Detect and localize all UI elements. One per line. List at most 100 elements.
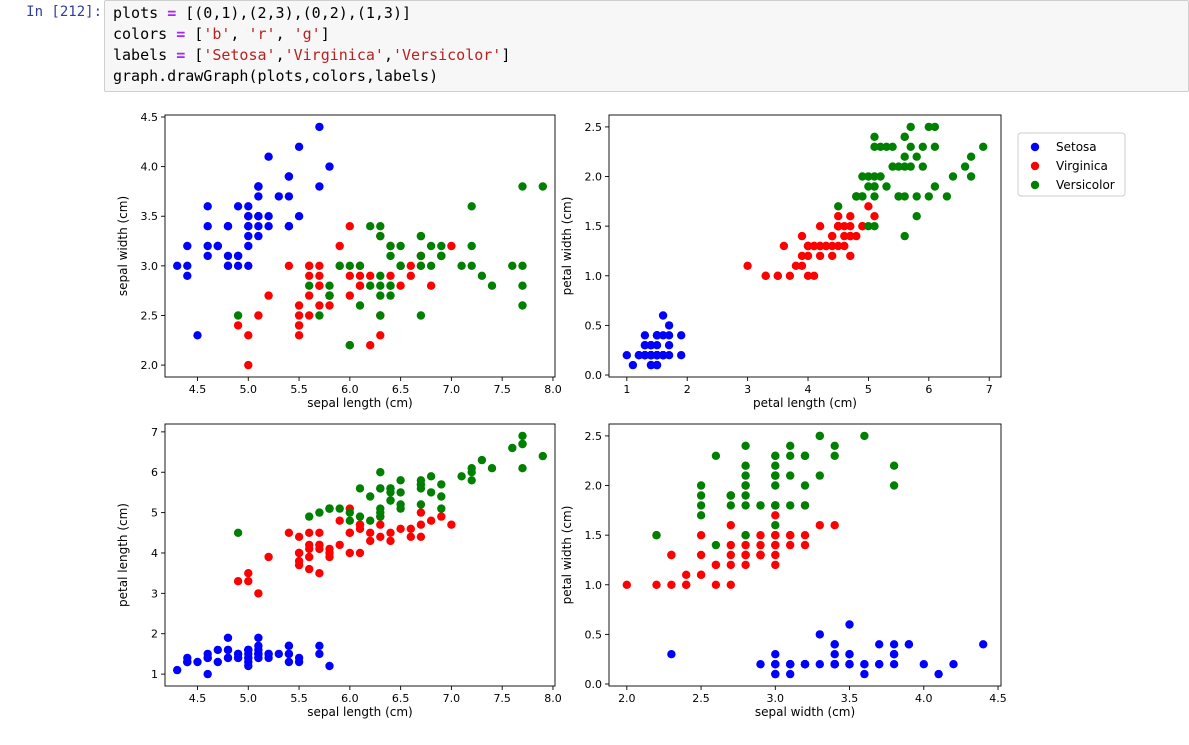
y-tick-label: 1: [151, 668, 158, 681]
point-virginica: [335, 241, 344, 251]
point-versicolor: [756, 501, 765, 510]
point-setosa: [658, 311, 668, 320]
x-tick-label: 4.5: [989, 692, 1007, 705]
point-versicolor: [771, 451, 780, 460]
point-virginica: [840, 231, 849, 241]
point-versicolor: [477, 271, 487, 280]
point-setosa: [949, 660, 958, 669]
point-versicolor: [979, 142, 988, 151]
point-setosa: [254, 645, 263, 655]
point-virginica: [761, 271, 770, 280]
point-versicolor: [894, 192, 903, 201]
point-setosa: [875, 640, 884, 649]
point-versicolor: [876, 172, 885, 181]
point-virginica: [366, 528, 375, 537]
point-virginica: [870, 212, 879, 221]
point-virginica: [366, 341, 375, 350]
point-virginica: [852, 231, 861, 241]
x-tick-label: 1: [623, 383, 630, 396]
y-tick-label: 5: [151, 507, 158, 520]
point-virginica: [345, 548, 354, 558]
point-virginica: [652, 580, 661, 589]
point-versicolor: [696, 481, 706, 490]
point-versicolor: [518, 301, 527, 310]
point-virginica: [726, 560, 735, 570]
code-cell-input[interactable]: plots = [(0,1),(2,3),(0,2),(1,3)] colors…: [104, 0, 1189, 92]
point-versicolor: [894, 162, 903, 171]
point-setosa: [658, 351, 668, 360]
point-versicolor: [860, 431, 869, 441]
y-tick-label: 2: [151, 628, 158, 641]
point-virginica: [315, 544, 324, 554]
point-setosa: [284, 192, 294, 201]
x-tick-label: 4: [805, 383, 812, 396]
point-versicolor: [912, 192, 921, 201]
point-versicolor: [830, 441, 839, 450]
point-virginica: [711, 560, 721, 570]
point-setosa: [284, 649, 294, 659]
point-setosa: [622, 351, 631, 360]
point-virginica: [834, 222, 843, 231]
point-virginica: [294, 301, 304, 310]
point-versicolor: [518, 431, 527, 441]
x-tick-label: 6.5: [392, 383, 410, 396]
point-virginica: [416, 508, 426, 517]
point-versicolor: [889, 481, 899, 490]
point-versicolor: [786, 451, 795, 460]
cell-output-figure: 4.5 5.0 5.5 6.0 6.5 7.0 7.5 8.02.02.53.03.54.04…: [116, 111, 1126, 719]
point-versicolor: [233, 528, 243, 537]
point-versicolor: [538, 451, 547, 461]
point-versicolor: [876, 142, 885, 151]
point-setosa: [233, 202, 243, 211]
y-tick-label: 2.5: [585, 121, 603, 134]
point-versicolor: [396, 241, 405, 251]
point-virginica: [366, 536, 375, 546]
point-versicolor: [376, 281, 385, 290]
point-setosa: [244, 231, 253, 241]
point-virginica: [803, 241, 813, 251]
scatter-panel-2: 1 2 3 4 5 6 7 0.0 0.5 1.0 1.5 2.0 2.5 petal length (c…: [560, 114, 1126, 410]
point-virginica: [756, 550, 765, 560]
y-axis-label: petal length (cm): [116, 503, 130, 607]
point-virginica: [294, 560, 304, 570]
point-virginica: [426, 281, 436, 290]
point-virginica: [797, 231, 807, 241]
point-versicolor: [858, 172, 867, 181]
point-virginica: [294, 532, 304, 541]
x-tick-label: 3.5: [841, 692, 859, 705]
point-setosa: [254, 633, 263, 642]
point-virginica: [756, 531, 765, 540]
point-virginica: [355, 271, 365, 280]
point-virginica: [828, 251, 837, 261]
point-virginica: [355, 548, 365, 558]
point-virginica: [800, 540, 810, 550]
point-virginica: [406, 524, 415, 533]
point-versicolor: [771, 521, 780, 530]
point-setosa: [233, 653, 243, 663]
point-versicolor: [355, 301, 365, 310]
point-versicolor: [815, 471, 824, 480]
point-virginica: [305, 528, 314, 537]
x-tick-label: 6.5: [392, 692, 410, 705]
point-versicolor: [467, 241, 476, 251]
point-virginica: [696, 570, 706, 579]
point-setosa: [771, 650, 780, 659]
point-virginica: [840, 241, 849, 251]
point-versicolor: [864, 182, 873, 191]
point-versicolor: [437, 480, 446, 489]
x-tick-label: 2.0: [618, 692, 636, 705]
y-axis-label: petal width (cm): [560, 506, 574, 605]
y-tick-label: 0.0: [585, 678, 603, 691]
point-virginica: [682, 580, 691, 589]
point-setosa: [264, 212, 273, 221]
x-tick-label: 4.0: [915, 692, 933, 705]
code-editor[interactable]: plots = [(0,1),(2,3),(0,2),(1,3)] colors…: [113, 3, 510, 87]
x-tick-label: 6: [925, 383, 932, 396]
point-virginica: [828, 231, 837, 241]
point-versicolor: [345, 508, 354, 517]
point-versicolor: [467, 468, 476, 477]
point-versicolor: [966, 172, 976, 181]
point-setosa: [652, 351, 662, 360]
point-virginica: [447, 241, 456, 251]
x-tick-label: 5.0: [240, 383, 258, 396]
